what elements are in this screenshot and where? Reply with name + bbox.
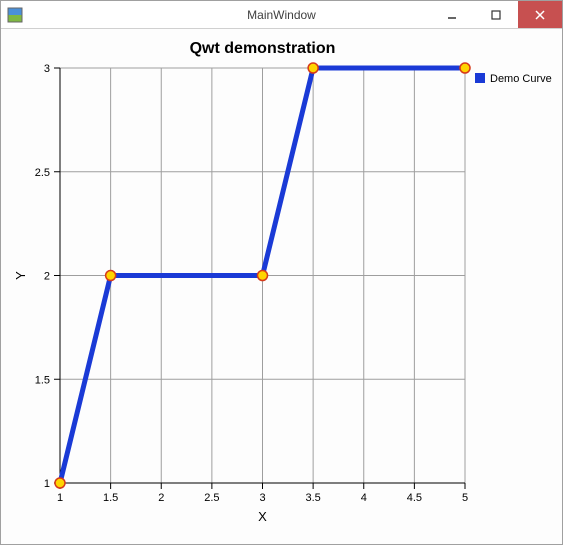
svg-text:1.5: 1.5 [103,492,118,504]
svg-text:2.5: 2.5 [204,492,219,504]
client-area: Qwt demonstration 1 1.5 2 2.5 3 3.5 4 4.5 5 1 1.5 2 2… [1,29,562,544]
main-window: MainWindow Qwt demonstration 1 1.5 2 2.5 3 3.5… [0,0,563,545]
legend-label: Demo Curve [490,73,552,85]
close-button[interactable] [518,1,562,28]
svg-text:1: 1 [57,492,63,504]
window-buttons [430,1,562,28]
maximize-button[interactable] [474,1,518,28]
svg-text:5: 5 [462,492,468,504]
legend-swatch [475,73,485,83]
svg-text:3: 3 [44,63,50,75]
svg-text:X: X [258,509,267,524]
svg-text:3.5: 3.5 [305,492,320,504]
svg-text:2: 2 [158,492,164,504]
demo-curve-marker [258,271,268,281]
titlebar[interactable]: MainWindow [1,1,562,29]
svg-text:Y: Y [13,271,28,280]
app-icon [7,7,23,23]
window-title: MainWindow [247,8,316,22]
demo-curve-marker [460,63,470,73]
svg-text:2: 2 [44,271,50,283]
svg-text:1.5: 1.5 [35,374,50,386]
minimize-button[interactable] [430,1,474,28]
chart-title: Qwt demonstration [190,40,336,57]
svg-text:4: 4 [361,492,367,504]
demo-curve-marker [308,63,318,73]
svg-text:4.5: 4.5 [407,492,422,504]
plot-frame: Qwt demonstration 1 1.5 2 2.5 3 3.5 4 4.5 5 1 1.5 2 2… [5,33,558,540]
demo-curve-marker [55,478,65,488]
svg-text:2.5: 2.5 [35,167,50,179]
svg-text:3: 3 [259,492,265,504]
chart-svg: Qwt demonstration 1 1.5 2 2.5 3 3.5 4 4.5 5 1 1.5 2 2… [5,33,556,540]
svg-text:1: 1 [44,478,50,490]
demo-curve-marker [106,271,116,281]
